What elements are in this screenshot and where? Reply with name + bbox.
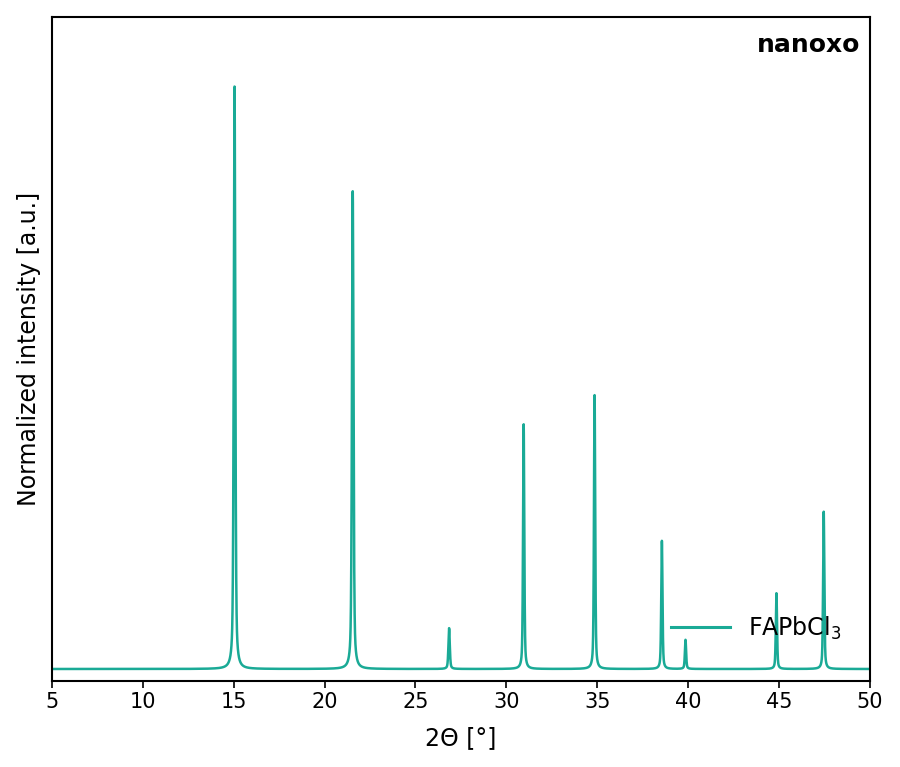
Y-axis label: Normalized intensity [a.u.]: Normalized intensity [a.u.] — [17, 192, 40, 505]
Text: nanoxo: nanoxo — [757, 33, 860, 58]
X-axis label: 2Θ [°]: 2Θ [°] — [425, 726, 497, 750]
Legend: FAPbCl$_3$: FAPbCl$_3$ — [670, 615, 842, 642]
